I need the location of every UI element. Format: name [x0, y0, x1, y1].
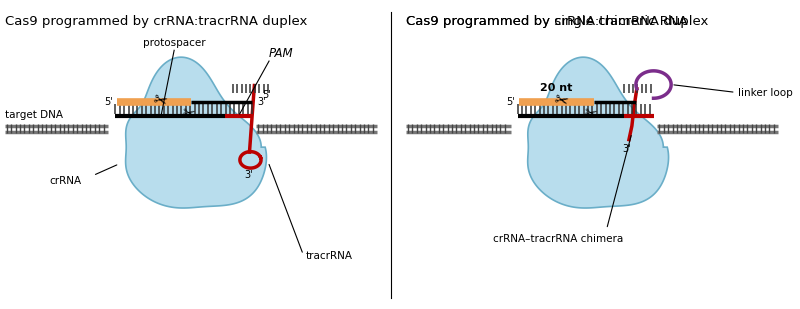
Text: ✂: ✂ — [582, 105, 598, 122]
Text: crRNA–tracrRNA chimera: crRNA–tracrRNA chimera — [493, 234, 622, 244]
Text: 3': 3' — [258, 97, 266, 107]
Text: 20 nt: 20 nt — [539, 83, 572, 93]
Text: 3': 3' — [622, 144, 631, 154]
Text: 5': 5' — [506, 97, 514, 107]
Text: Cas9 programmed by crRNA:tracrRNA duplex: Cas9 programmed by crRNA:tracrRNA duplex — [406, 15, 708, 28]
Text: 3': 3' — [244, 170, 253, 180]
Text: crRNA: crRNA — [49, 176, 81, 186]
Text: Cas9 programmed by single chimeric RNA: Cas9 programmed by single chimeric RNA — [406, 15, 688, 28]
Text: protospacer: protospacer — [143, 38, 206, 48]
Text: PAM: PAM — [269, 47, 294, 60]
Text: ✂: ✂ — [551, 90, 570, 111]
Text: linker loop: linker loop — [738, 88, 793, 98]
Polygon shape — [126, 57, 266, 208]
Text: 5': 5' — [104, 97, 113, 107]
Text: 5': 5' — [262, 90, 271, 100]
Text: ✂: ✂ — [180, 105, 195, 122]
Text: tracrRNA: tracrRNA — [306, 251, 352, 261]
Text: Cas9 programmed by crRNA:tracrRNA duplex: Cas9 programmed by crRNA:tracrRNA duplex — [5, 15, 307, 28]
Text: target DNA: target DNA — [5, 110, 63, 120]
Polygon shape — [528, 57, 669, 208]
Text: ✂: ✂ — [150, 90, 169, 111]
